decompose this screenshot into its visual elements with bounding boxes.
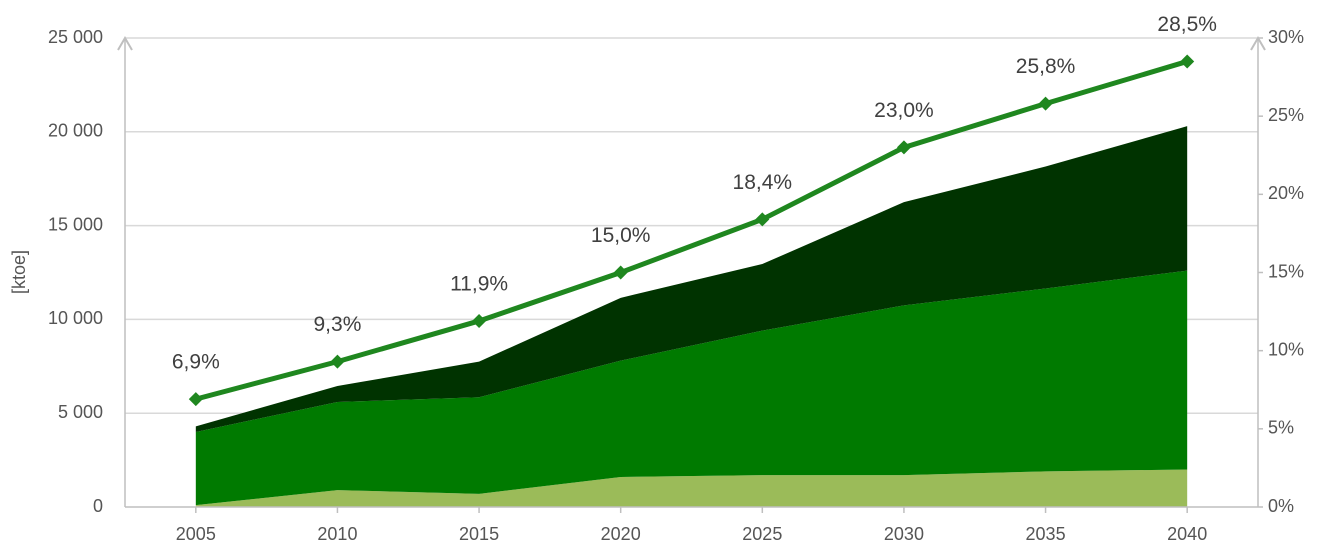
value-label: 9,3%: [314, 313, 362, 336]
y2-tick-label: 25%: [1268, 105, 1304, 125]
x-tick-label: 2035: [1026, 524, 1066, 544]
value-label: 25,8%: [1016, 55, 1076, 78]
area: [195, 270, 1188, 506]
marker: [896, 140, 911, 155]
y-tick-label: 10 000: [48, 308, 103, 328]
y-tick-label: 15 000: [48, 214, 103, 234]
y2-tick-label: 15%: [1268, 261, 1304, 281]
value-label: 6,9%: [172, 351, 220, 374]
line: [195, 59, 1188, 402]
value-label: 11,9%: [450, 273, 508, 296]
marker: [1038, 96, 1053, 111]
y-tick-label: 5 000: [58, 402, 103, 422]
value-label: 18,4%: [733, 171, 793, 194]
axis-arrow: [117, 36, 133, 51]
marker: [330, 354, 345, 369]
x-tick-label: 2040: [1167, 524, 1207, 544]
marker: [613, 265, 628, 280]
x-tick-label: 2015: [459, 524, 499, 544]
y-axis-label: [ktoe]: [9, 250, 29, 294]
y2-tick-label: 10%: [1268, 339, 1304, 359]
x-tick-label: 2020: [601, 524, 641, 544]
y-tick-label: 20 000: [48, 121, 103, 141]
marker: [472, 313, 487, 328]
x-tick-label: 2030: [884, 524, 924, 544]
y2-tick-label: 0%: [1268, 496, 1294, 516]
y-tick-label: 25 000: [48, 27, 103, 47]
marker: [188, 392, 203, 407]
x-tick-label: 2025: [742, 524, 782, 544]
value-label: 28,5%: [1157, 13, 1217, 36]
y2-tick-label: 5%: [1268, 418, 1294, 438]
axis-arrow: [1250, 36, 1266, 51]
marker: [1180, 54, 1195, 69]
area: [195, 126, 1188, 432]
area: [195, 469, 1188, 507]
x-tick-label: 2010: [317, 524, 357, 544]
y-tick-label: 0: [93, 496, 103, 516]
x-tick-label: 2005: [176, 524, 216, 544]
value-label: 23,0%: [874, 99, 934, 122]
y2-tick-label: 30%: [1268, 27, 1304, 47]
y2-tick-label: 20%: [1268, 183, 1304, 203]
value-label: 15,0%: [591, 224, 651, 247]
marker: [755, 212, 770, 227]
